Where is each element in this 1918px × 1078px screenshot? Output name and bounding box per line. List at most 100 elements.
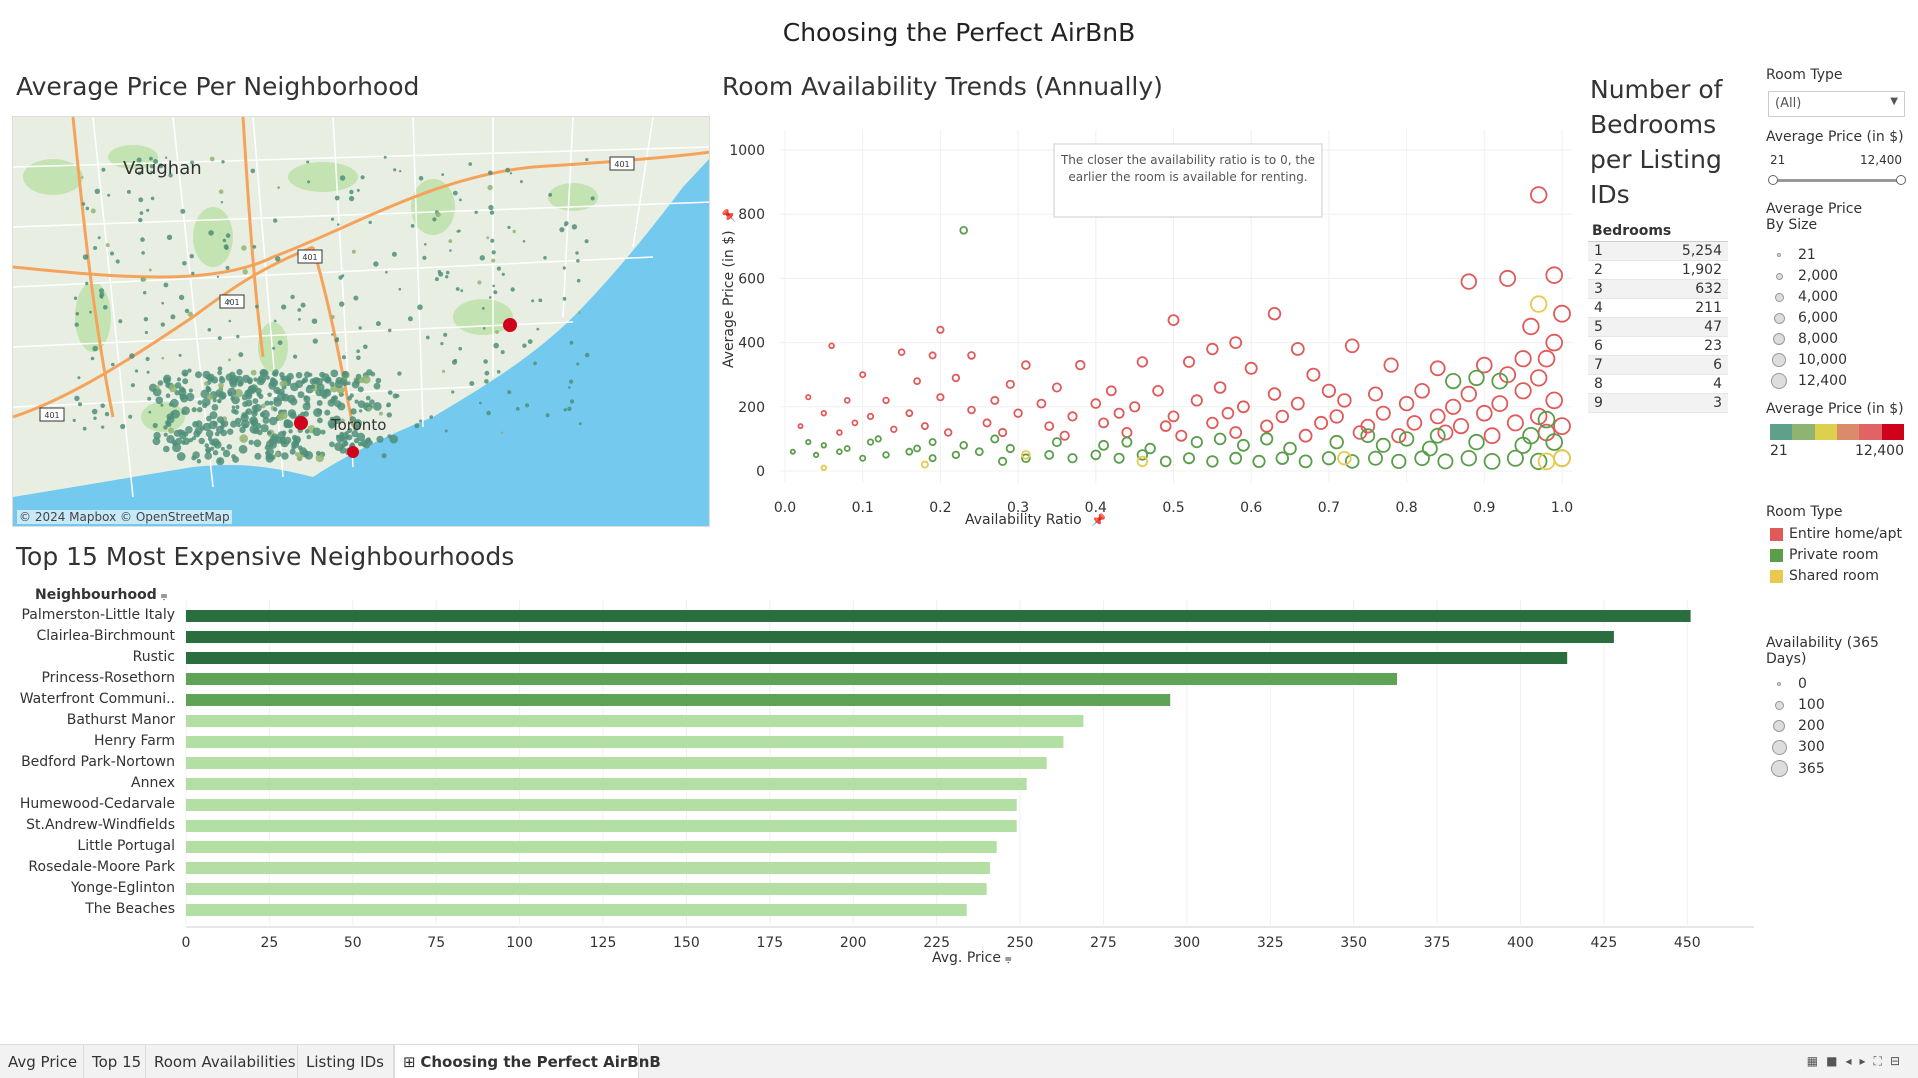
listing-dot[interactable]	[82, 254, 89, 260]
listing-dot[interactable]	[224, 246, 229, 250]
listing-dot[interactable]	[212, 421, 218, 426]
scatter-point[interactable]	[1344, 338, 1360, 354]
prev-sheet-icon[interactable]: ◂	[1845, 1054, 1860, 1068]
size-legend-item[interactable]: 21	[1770, 247, 1816, 263]
listing-dot[interactable]	[210, 376, 219, 384]
size-legend-item[interactable]: 2,000	[1770, 268, 1838, 284]
listing-dot[interactable]	[367, 406, 372, 412]
availability-legend-item[interactable]: 100	[1770, 697, 1825, 713]
listing-dot[interactable]	[176, 377, 182, 382]
listing-dot[interactable]	[217, 370, 223, 376]
listing-dot[interactable]	[296, 455, 303, 462]
scatter-point[interactable]	[843, 396, 851, 404]
listing-dot[interactable]	[240, 413, 249, 422]
listing-dot[interactable]	[250, 168, 256, 174]
listing-dot[interactable]	[171, 439, 177, 445]
listing-dot[interactable]	[236, 368, 243, 376]
listing-dot[interactable]	[329, 381, 335, 387]
listing-dot[interactable]	[180, 394, 189, 403]
scatter-point[interactable]	[1506, 414, 1524, 432]
listing-dot[interactable]	[120, 423, 126, 430]
scatter-point[interactable]	[1406, 415, 1423, 431]
listing-dot[interactable]	[248, 439, 254, 445]
listing-dot[interactable]	[360, 175, 365, 180]
listing-dot[interactable]	[275, 389, 281, 395]
listing-dot[interactable]	[496, 370, 501, 374]
listing-dot[interactable]	[221, 160, 225, 164]
bar-category-label[interactable]: Yonge-Eglinton	[71, 880, 175, 896]
listing-dot[interactable]	[204, 381, 209, 386]
listing-dot[interactable]	[281, 304, 287, 310]
listing-dot[interactable]	[385, 270, 388, 274]
scatter-point[interactable]	[936, 393, 945, 402]
scatter-point[interactable]	[1553, 304, 1571, 323]
listing-dot[interactable]	[387, 390, 393, 395]
listing-dot[interactable]	[309, 378, 317, 385]
scatter-point[interactable]	[1437, 453, 1454, 470]
availability-legend-item[interactable]: 0	[1770, 676, 1807, 692]
scatter-point[interactable]	[928, 438, 937, 447]
listing-dot[interactable]	[563, 408, 567, 412]
scatter-point[interactable]	[1190, 435, 1203, 449]
listing-dot[interactable]	[505, 167, 511, 173]
scatter-point[interactable]	[1545, 433, 1563, 451]
bar[interactable]	[186, 841, 997, 853]
scatter-point[interactable]	[1522, 427, 1540, 445]
listing-dot[interactable]	[531, 299, 535, 303]
listing-dot[interactable]	[153, 431, 161, 440]
chevron-down-icon[interactable]: ▼	[1890, 96, 1898, 107]
listing-dot[interactable]	[477, 280, 482, 285]
listing-dot[interactable]	[340, 418, 345, 423]
listing-dot[interactable]	[479, 255, 485, 261]
listing-dot[interactable]	[259, 371, 264, 376]
listing-dot[interactable]	[236, 423, 241, 428]
listing-dot[interactable]	[290, 382, 299, 392]
listing-dot[interactable]	[451, 359, 458, 365]
listing-dot[interactable]	[443, 332, 448, 337]
listing-dot[interactable]	[165, 393, 171, 399]
listing-dot[interactable]	[207, 328, 212, 332]
bar-category-label[interactable]: Rustic	[132, 649, 175, 665]
listing-dot[interactable]	[252, 245, 257, 249]
listing-dot[interactable]	[99, 288, 104, 294]
listing-dot[interactable]	[187, 311, 193, 317]
bar[interactable]	[186, 736, 1064, 748]
listing-dot[interactable]	[235, 405, 240, 410]
scatter-point[interactable]	[859, 371, 867, 379]
listing-dot[interactable]	[315, 453, 324, 463]
listing-dot[interactable]	[206, 448, 211, 454]
listing-dot[interactable]	[372, 402, 382, 411]
bar-category-label[interactable]: Annex	[131, 775, 175, 791]
scatter-point[interactable]	[990, 395, 1000, 405]
listing-dot[interactable]	[137, 171, 142, 176]
bar-category-label[interactable]: Rosedale-Moore Park	[28, 859, 175, 875]
bar[interactable]	[186, 757, 1047, 769]
listing-dot[interactable]	[319, 371, 325, 378]
listing-dot[interactable]	[225, 373, 233, 381]
bar-category-label[interactable]: Bedford Park-Nortown	[21, 754, 175, 770]
listing-dot[interactable]	[548, 193, 553, 197]
listing-dot[interactable]	[196, 458, 202, 464]
scatter-point[interactable]	[913, 377, 922, 386]
listing-dot[interactable]	[143, 291, 147, 295]
scatter-point[interactable]	[1329, 409, 1344, 424]
listing-dot[interactable]	[90, 208, 96, 214]
scatter-point[interactable]	[859, 454, 867, 462]
listing-dot[interactable]	[576, 278, 581, 283]
scatter-point[interactable]	[882, 396, 890, 405]
scatter-point[interactable]	[936, 325, 945, 334]
sheet-tab[interactable]: Listing IDs	[298, 1045, 394, 1078]
listing-dot[interactable]	[267, 392, 272, 398]
listing-dot[interactable]	[330, 315, 335, 319]
listing-dot[interactable]	[569, 399, 575, 404]
listing-dot[interactable]	[584, 239, 589, 244]
listing-dot[interactable]	[195, 420, 203, 428]
listing-dot[interactable]	[562, 296, 567, 301]
scatter-point[interactable]	[1105, 385, 1117, 397]
listing-dot[interactable]	[228, 319, 232, 323]
listing-dot[interactable]	[222, 449, 231, 458]
scatter-point[interactable]	[1360, 428, 1376, 444]
listing-dot[interactable]	[363, 344, 368, 350]
scatter-point[interactable]	[928, 351, 937, 360]
listing-dot[interactable]	[324, 376, 332, 384]
